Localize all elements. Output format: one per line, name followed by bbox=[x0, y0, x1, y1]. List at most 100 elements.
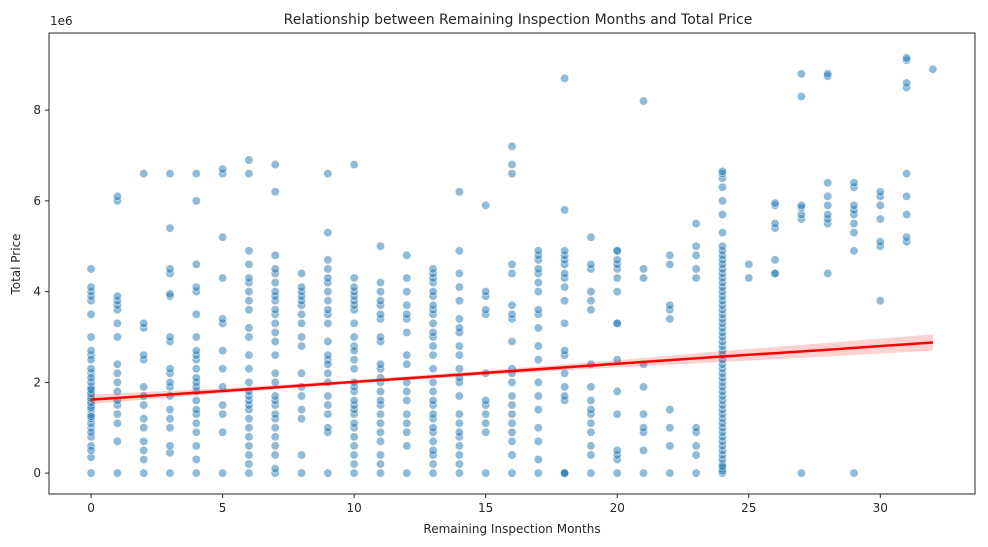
data-point bbox=[402, 350, 412, 360]
data-point bbox=[297, 450, 307, 460]
data-point bbox=[244, 332, 254, 342]
data-point bbox=[297, 368, 307, 378]
data-point bbox=[533, 287, 543, 297]
data-point bbox=[481, 396, 491, 406]
data-point bbox=[191, 346, 201, 356]
data-point bbox=[507, 468, 517, 478]
data-point bbox=[823, 200, 833, 210]
data-point bbox=[297, 309, 307, 319]
y-tick-label: 6 bbox=[33, 194, 41, 208]
data-point bbox=[560, 391, 570, 401]
data-point bbox=[375, 278, 385, 288]
data-point bbox=[691, 450, 701, 460]
data-point bbox=[191, 169, 201, 179]
data-point bbox=[323, 169, 333, 179]
data-point bbox=[612, 318, 622, 328]
data-point bbox=[402, 300, 412, 310]
data-point bbox=[717, 210, 727, 220]
data-point bbox=[112, 318, 122, 328]
data-point bbox=[244, 305, 254, 315]
data-point bbox=[270, 264, 280, 274]
data-point bbox=[86, 346, 96, 356]
data-point bbox=[560, 73, 570, 83]
data-point bbox=[244, 350, 254, 360]
data-point bbox=[481, 468, 491, 478]
data-point bbox=[796, 92, 806, 102]
data-point bbox=[244, 450, 254, 460]
data-point bbox=[428, 423, 438, 433]
data-point bbox=[823, 69, 833, 79]
data-point bbox=[297, 405, 307, 415]
data-point bbox=[560, 246, 570, 256]
data-point bbox=[402, 409, 412, 419]
data-point bbox=[218, 273, 228, 283]
data-point bbox=[560, 296, 570, 306]
data-point bbox=[323, 273, 333, 283]
data-point bbox=[349, 273, 359, 283]
x-tick-label: 25 bbox=[741, 501, 756, 515]
data-point bbox=[586, 382, 596, 392]
data-point bbox=[297, 318, 307, 328]
data-point bbox=[533, 455, 543, 465]
y-axis-label: Total Price bbox=[9, 233, 23, 295]
data-point bbox=[454, 364, 464, 374]
data-point bbox=[244, 259, 254, 269]
data-point bbox=[244, 468, 254, 478]
data-point bbox=[139, 400, 149, 410]
data-point bbox=[533, 355, 543, 365]
data-point bbox=[349, 332, 359, 342]
data-point bbox=[612, 287, 622, 297]
data-point bbox=[112, 191, 122, 201]
data-point bbox=[665, 300, 675, 310]
data-point bbox=[428, 364, 438, 374]
data-point bbox=[191, 196, 201, 206]
data-point bbox=[86, 355, 96, 365]
data-point bbox=[112, 418, 122, 428]
data-point bbox=[165, 289, 175, 299]
data-point bbox=[165, 264, 175, 274]
data-point bbox=[402, 287, 412, 297]
y-tick-label: 2 bbox=[33, 375, 41, 389]
data-point bbox=[481, 418, 491, 428]
data-point bbox=[533, 405, 543, 415]
data-point bbox=[849, 200, 859, 210]
data-point bbox=[612, 445, 622, 455]
data-point bbox=[86, 384, 96, 394]
data-point bbox=[586, 296, 596, 306]
data-point bbox=[165, 223, 175, 233]
data-point bbox=[902, 169, 912, 179]
data-point bbox=[191, 259, 201, 269]
data-point bbox=[323, 255, 333, 265]
data-point bbox=[270, 368, 280, 378]
data-point bbox=[428, 350, 438, 360]
data-point bbox=[112, 332, 122, 342]
data-point bbox=[139, 350, 149, 360]
data-point bbox=[349, 346, 359, 356]
data-point bbox=[244, 459, 254, 469]
data-point bbox=[560, 382, 570, 392]
data-point bbox=[323, 391, 333, 401]
data-point bbox=[507, 427, 517, 437]
data-point bbox=[218, 409, 228, 419]
data-point bbox=[191, 418, 201, 428]
data-point bbox=[928, 64, 938, 74]
y-offset-label: 1e6 bbox=[50, 14, 73, 28]
data-point bbox=[270, 423, 280, 433]
data-point bbox=[349, 160, 359, 170]
data-point bbox=[112, 468, 122, 478]
data-point bbox=[323, 368, 333, 378]
data-point bbox=[507, 450, 517, 460]
data-point bbox=[191, 332, 201, 342]
data-point bbox=[218, 164, 228, 174]
data-point bbox=[297, 332, 307, 342]
data-point bbox=[586, 396, 596, 406]
plot-frame bbox=[48, 32, 976, 495]
data-point bbox=[481, 287, 491, 297]
data-point bbox=[428, 445, 438, 455]
data-point bbox=[165, 377, 175, 387]
data-point bbox=[112, 291, 122, 301]
data-point bbox=[86, 373, 96, 383]
y-tick-label: 0 bbox=[33, 466, 41, 480]
data-point bbox=[454, 314, 464, 324]
data-point bbox=[507, 409, 517, 419]
